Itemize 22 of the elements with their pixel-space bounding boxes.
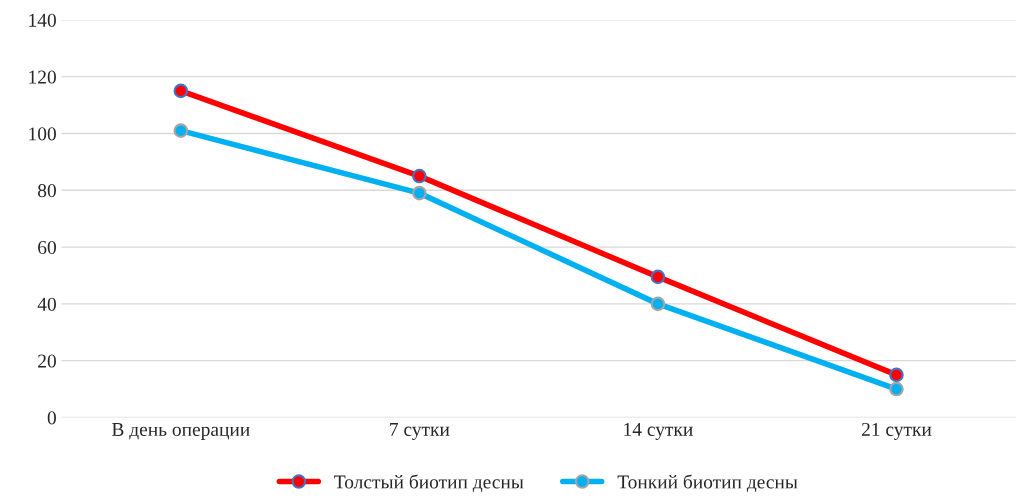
legend-label: Тонкий биотип десны: [617, 474, 798, 493]
y-tick-label: 140: [29, 13, 56, 27]
point: [173, 123, 189, 138]
x-tick-label: 7 сутки: [390, 423, 450, 440]
y-tick-label: 40: [37, 297, 56, 311]
x-tick-label: 14 сутки: [624, 422, 693, 440]
point: [889, 381, 904, 397]
point: [412, 185, 427, 201]
y-tick-label: 120: [29, 70, 56, 84]
point: [412, 168, 427, 184]
x-tick-label: В день операции: [111, 423, 250, 440]
y-tick-label: 20: [38, 354, 56, 368]
point: [889, 367, 904, 383]
y-tick-label: 100: [29, 127, 56, 141]
y-tick-label: 80: [38, 184, 56, 198]
y-tick-label: 60: [38, 240, 56, 255]
y-tick-label: 0: [47, 411, 56, 425]
point: [650, 296, 666, 312]
point: [650, 269, 666, 285]
point: [173, 83, 189, 99]
x-tick-label: 21 сутки: [861, 422, 932, 440]
legend-label: Толстый биотип десны: [334, 474, 524, 493]
